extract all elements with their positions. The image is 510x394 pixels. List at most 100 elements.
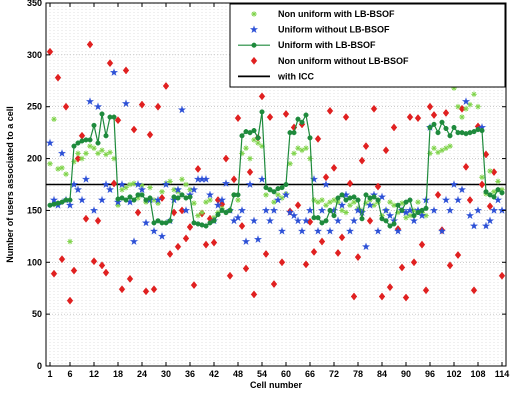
data-point-diamond [122, 66, 130, 75]
data-point-asterisk [251, 137, 257, 143]
data-point-circle [91, 122, 97, 128]
data-point-star [221, 179, 231, 187]
data-point-asterisk [131, 180, 137, 187]
data-point-star [309, 175, 319, 183]
data-point-star [173, 185, 183, 194]
data-point-asterisk [475, 103, 481, 110]
data-point-asterisk [71, 158, 77, 165]
data-point-asterisk [127, 181, 133, 188]
data-point-star [445, 206, 455, 214]
y-tick-label: 50 [32, 309, 42, 319]
data-point-star [73, 185, 83, 194]
data-point-circle [399, 207, 405, 213]
data-point-asterisk [487, 168, 493, 174]
x-tick-label: 90 [401, 369, 411, 379]
data-point-diamond [434, 190, 442, 199]
data-point-asterisk [287, 160, 293, 167]
data-point-circle [435, 130, 441, 136]
data-point-circle [203, 223, 209, 229]
data-point-diamond [226, 271, 234, 280]
legend-entry: with ICC [238, 71, 314, 81]
data-point-diamond [66, 296, 74, 305]
data-point-circle [403, 199, 409, 205]
data-point-diamond [70, 266, 78, 275]
data-point-diamond [250, 290, 258, 299]
legend-entry: Non uniform without LB-BSOF [250, 56, 409, 66]
data-point-asterisk [259, 143, 265, 149]
data-point-star [293, 216, 303, 225]
x-tick-label: 108 [470, 369, 485, 379]
data-point-diamond [78, 131, 86, 140]
data-point-circle [279, 185, 285, 191]
data-point-star [261, 206, 271, 214]
data-point-star [441, 195, 451, 204]
data-point-diamond [462, 162, 470, 171]
data-point-asterisk [315, 199, 321, 205]
data-point-star [409, 216, 419, 225]
data-point-asterisk [431, 145, 437, 151]
data-point-star [333, 216, 343, 225]
data-point-diamond [446, 261, 454, 270]
legend-box [229, 3, 506, 88]
data-point-diamond [54, 73, 62, 82]
data-point-circle [187, 194, 193, 200]
data-point-circle [323, 218, 329, 224]
data-point-star [233, 213, 243, 222]
data-point-circle [215, 212, 221, 218]
data-point-diamond [366, 216, 374, 225]
data-point-asterisk [343, 209, 349, 216]
data-point-diamond [242, 264, 250, 273]
data-point-circle [255, 135, 261, 141]
data-point-diamond [250, 56, 258, 65]
x-tick-label: 36 [185, 369, 195, 379]
data-point-diamond [138, 100, 146, 109]
x-tick-label: 66 [305, 369, 315, 379]
data-point-asterisk [403, 214, 409, 221]
data-point-diamond [362, 142, 370, 151]
data-point-circle [483, 189, 489, 195]
data-point-circle [335, 195, 341, 201]
data-point-asterisk [59, 165, 65, 171]
data-point-star [325, 226, 335, 235]
data-point-asterisk [91, 145, 97, 151]
data-point-star [77, 195, 87, 204]
data-point-star [249, 25, 259, 34]
data-point-diamond [118, 285, 126, 294]
data-point-diamond [282, 109, 290, 118]
data-point-asterisk [467, 101, 473, 108]
data-point-star [489, 206, 499, 214]
data-point-asterisk [271, 199, 277, 205]
data-point-circle [447, 133, 453, 139]
data-point-diamond [334, 248, 342, 257]
data-point-circle [175, 195, 181, 201]
data-point-star [45, 138, 55, 147]
data-point-diamond [202, 240, 210, 249]
data-point-asterisk [87, 143, 93, 149]
data-point-asterisk [179, 176, 185, 183]
data-point-asterisk [459, 114, 465, 120]
data-point-asterisk [151, 197, 157, 203]
data-point-circle [127, 194, 133, 200]
x-tick-label: 1 [47, 369, 52, 379]
data-point-star [273, 195, 283, 204]
data-point-circle [375, 197, 381, 203]
data-point-star [57, 149, 67, 157]
data-point-diamond [406, 113, 414, 122]
legend-label: Non uniform without LB-BSOF [278, 56, 409, 66]
data-point-asterisk [407, 212, 413, 219]
data-point-circle [251, 42, 257, 48]
data-point-asterisk [135, 195, 141, 201]
data-point-circle [451, 124, 457, 131]
x-tick-label: 30 [161, 369, 171, 379]
y-tick-label: 100 [27, 257, 42, 267]
data-point-diamond [370, 104, 378, 113]
data-point-diamond [426, 102, 434, 111]
data-point-circle [395, 202, 401, 208]
data-point-star [245, 180, 255, 188]
data-point-asterisk [491, 188, 497, 195]
data-point-star [289, 211, 299, 220]
data-point-diamond [190, 281, 198, 290]
data-point-circle [283, 181, 289, 188]
data-point-asterisk [371, 202, 377, 209]
